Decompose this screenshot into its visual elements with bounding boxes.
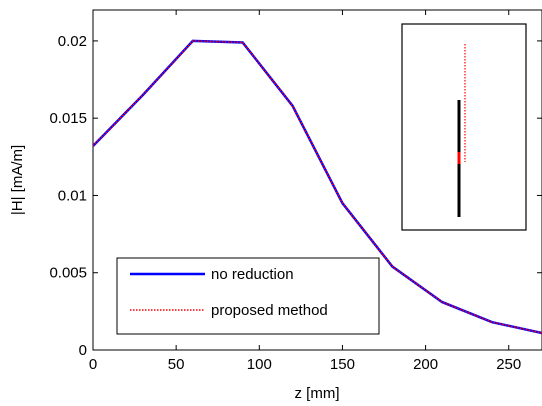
- y-axis-label: |H| [mA/m]: [9, 145, 26, 215]
- x-axis-label: z [mm]: [295, 385, 340, 402]
- y-tick-label: 0.01: [58, 187, 87, 204]
- legend-label-proposed-method: proposed method: [211, 302, 328, 319]
- y-tick-label: 0: [79, 342, 87, 359]
- y-tick-label: 0.015: [49, 110, 87, 127]
- inset-box: [402, 24, 526, 230]
- legend-label-no-reduction: no reduction: [211, 266, 294, 283]
- x-tick-label: 100: [247, 356, 272, 373]
- x-tick-label: 50: [168, 356, 185, 373]
- y-tick-label: 0.005: [49, 265, 87, 282]
- inset-diagram: [402, 24, 526, 230]
- x-tick-label: 200: [413, 356, 438, 373]
- x-tick-label: 0: [89, 356, 97, 373]
- y-tick-label: 0.02: [58, 33, 87, 50]
- legend: no reduction proposed method: [117, 258, 379, 334]
- x-tick-label: 150: [330, 356, 355, 373]
- x-tick-label: 250: [496, 356, 521, 373]
